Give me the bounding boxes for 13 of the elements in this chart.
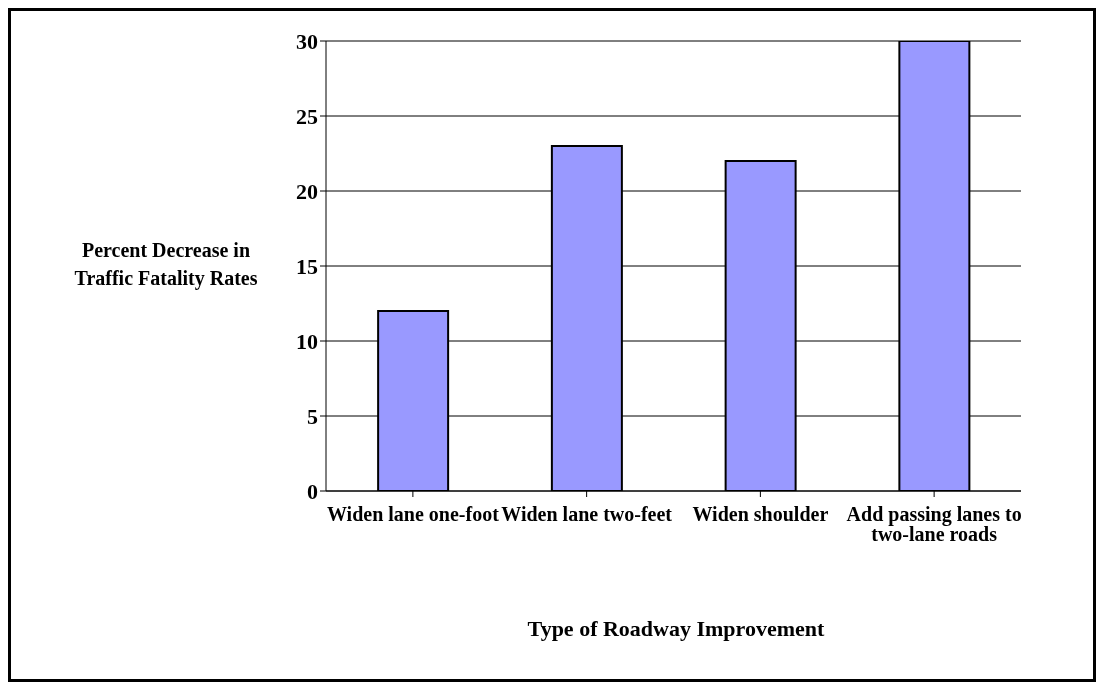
- y-tick-label: 10: [296, 328, 318, 354]
- y-tick-label: 20: [296, 178, 318, 204]
- y-tick-label: 15: [296, 253, 318, 279]
- x-tick-label: Widen shoulder: [692, 503, 829, 526]
- y-axis-title: Percent Decrease in Traffic Fatality Rates: [73, 238, 259, 292]
- x-tick-label: Widen lane two-feet: [501, 503, 673, 526]
- x-axis-title: Type of Roadway Improvement: [526, 616, 826, 642]
- x-tick-label: Add passing lanes to two-lane roads: [846, 503, 1022, 546]
- y-tick-label: 30: [296, 28, 318, 54]
- y-tick-label: 25: [296, 103, 318, 129]
- x-tick-label: Widen lane one-foot: [326, 503, 500, 526]
- y-tick-label: 0: [307, 478, 318, 504]
- y-tick-label: 5: [307, 403, 318, 429]
